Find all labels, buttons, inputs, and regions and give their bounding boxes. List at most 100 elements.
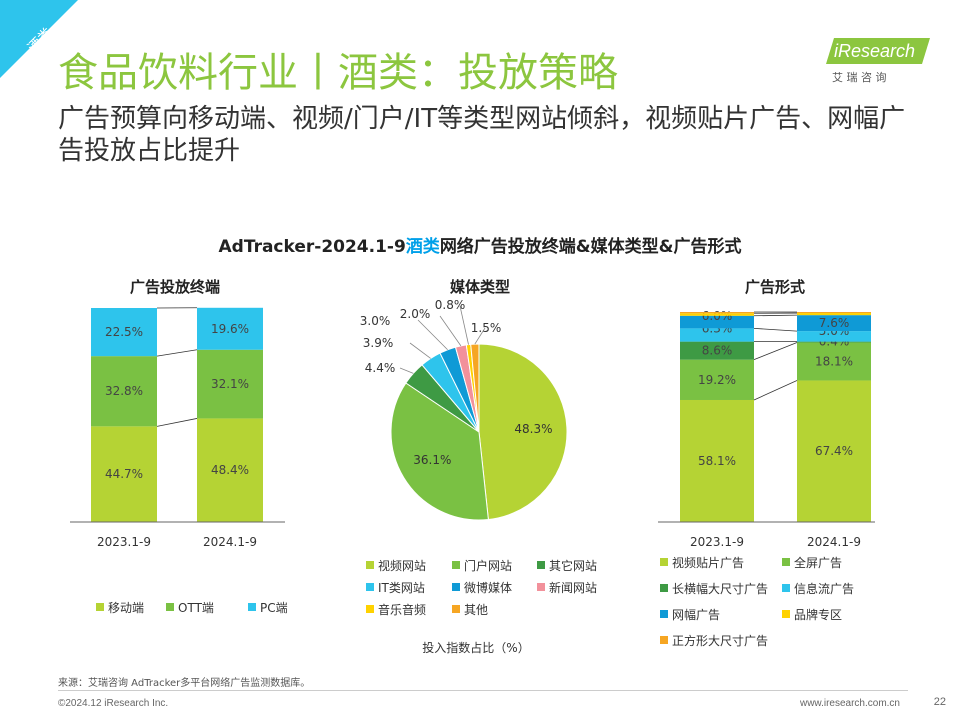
bar-segment-2-1-3 [797, 331, 871, 342]
legend-swatch-media-6 [366, 605, 374, 613]
page-subtitle: 广告预算向移动端、视频/门户/IT等类型网站倾斜，视频贴片广告、网幅广告投放占比… [58, 104, 906, 166]
bar-segment-2-0-5 [680, 313, 754, 316]
copyright: ©2024.12 iResearch Inc. [58, 698, 169, 709]
panel-title-terminal: 广告投放终端 [129, 278, 220, 296]
legend-swatch-format-2 [660, 584, 668, 592]
legend-label-format-0: 视频贴片广告 [672, 555, 744, 570]
connector-line-2-0 [753, 380, 798, 401]
pie-leader-line-6 [459, 305, 469, 345]
bar-segment-0-1-1 [197, 349, 263, 419]
pie-leader-line-2 [399, 367, 414, 374]
x-tick-label-2-1: 2024.1-9 [807, 535, 861, 549]
pie-value-label-7: 1.5% [471, 321, 502, 335]
pie-slice-7 [470, 343, 480, 433]
bar-segment-0-0-2 [91, 308, 157, 357]
legend-label-format-2: 长横幅大尺寸广告 [672, 581, 768, 596]
legend-label-media-3: IT类网站 [378, 581, 425, 595]
panel-title-format: 广告形式 [744, 278, 805, 296]
x-tick-label-0-1: 2024.1-9 [203, 535, 257, 549]
legend-swatch-terminal-1 [166, 603, 174, 611]
legend-label-media-1: 门户网站 [464, 558, 512, 573]
connector-line-2-4 [753, 314, 798, 317]
connector-line-0-0 [156, 418, 198, 427]
legend-swatch-media-0 [366, 561, 374, 569]
pie-axis-caption: 投入指数占比（%） [422, 640, 529, 655]
bar-value-label-0-1-2: 19.6% [211, 322, 249, 336]
bar-value-label-2-0-1: 19.2% [698, 373, 736, 387]
pie-value-label-5: 2.0% [400, 307, 431, 321]
legend-swatch-media-2 [537, 561, 545, 569]
pie-value-label-3: 3.9% [363, 336, 394, 350]
legend-label-media-5: 新闻网站 [549, 580, 597, 595]
legend-label-media-7: 其他 [464, 603, 488, 617]
x-tick-label-2-0: 2023.1-9 [690, 535, 744, 549]
legend-label-media-0: 视频网站 [378, 558, 426, 573]
legend-swatch-media-3 [366, 583, 374, 591]
legend-label-media-2: 其它网站 [549, 558, 597, 573]
chart-title-highlight: 酒类 [405, 237, 440, 257]
logo-subtext: 艾 瑞 咨 询 [832, 70, 887, 84]
connector-line-2-3 [753, 327, 798, 332]
bar-segment-0-0-0 [91, 426, 157, 522]
bar-value-label-0-0-0: 44.7% [105, 467, 143, 481]
legend-label-media-4: 微博媒体 [464, 580, 512, 595]
panel-title-media: 媒体类型 [449, 278, 510, 296]
legend-label-format-6: 正方形大尺寸广告 [672, 633, 768, 648]
legend-label-format-5: 品牌专区 [794, 607, 842, 622]
bar-segment-2-1-1 [797, 342, 871, 381]
bar-segment-2-0-6 [680, 312, 754, 314]
legend-label-format-4: 网幅广告 [672, 607, 720, 622]
chart-title-suffix: 网络广告投放终端&媒体类型&广告形式 [439, 237, 742, 257]
bar-segment-2-0-0 [680, 399, 754, 522]
bar-segment-0-0-1 [91, 356, 157, 427]
iresearch-logo: iResearch 艾 瑞 咨 询 [826, 38, 930, 84]
bar-value-label-2-0-2: 8.6% [702, 344, 733, 358]
legend-swatch-format-6 [660, 636, 668, 644]
bar-value-label-0-1-1: 32.1% [211, 377, 249, 391]
bar-segment-0-1-2 [197, 307, 263, 350]
bar-segment-2-1-6 [797, 312, 871, 314]
page-title: 食品饮料行业丨酒类：投放策略 [58, 50, 618, 96]
legend-swatch-media-1 [452, 561, 460, 569]
bar-segment-2-0-3 [680, 328, 754, 342]
bar-value-label-2-1-1: 18.1% [815, 354, 853, 368]
legend-swatch-media-4 [452, 583, 460, 591]
legend-swatch-format-4 [660, 610, 668, 618]
legend-swatch-format-0 [660, 558, 668, 566]
bar-segment-0-1-0 [197, 418, 263, 522]
legend-swatch-format-3 [782, 584, 790, 592]
legend-label-format-3: 信息流广告 [794, 581, 854, 596]
pie-value-label-4: 3.0% [360, 314, 391, 328]
legend-swatch-format-1 [782, 558, 790, 566]
legend-label-terminal-0: 移动端 [108, 601, 144, 615]
pie-value-label-1: 36.1% [413, 453, 451, 467]
logo-text: iResearch [834, 41, 915, 61]
bar-segment-2-1-5 [797, 313, 871, 316]
bar-value-label-0-0-1: 32.8% [105, 384, 143, 398]
chart-title: AdTracker-2024.1-9酒类网络广告投放终端&媒体类型&广告形式 [0, 232, 960, 257]
pie-leader-line-5 [439, 315, 462, 347]
bar-segment-2-1-0 [797, 380, 871, 522]
bar-value-label-2-1-0: 67.4% [815, 444, 853, 458]
source-note: 来源：艾瑞咨询 AdTracker多平台网络广告监测数据库。 [58, 678, 311, 689]
legend-label-terminal-1: OTT端 [178, 601, 214, 615]
page-number: 22 [933, 696, 946, 708]
pie-value-label-0: 48.3% [514, 422, 552, 436]
legend-swatch-format-5 [782, 610, 790, 618]
bar-segment-2-1-2 [797, 341, 871, 343]
pie-slice-1 [390, 382, 489, 521]
bar-value-label-0-0-2: 22.5% [105, 325, 143, 339]
website: www.iresearch.com.cn [799, 698, 900, 709]
bar-value-label-0-1-0: 48.4% [211, 463, 249, 477]
legend-swatch-media-7 [452, 605, 460, 613]
bar-segment-2-1-4 [797, 315, 871, 332]
chart-title-prefix: AdTracker-2024.1-9 [218, 237, 406, 257]
bar-value-label-2-0-0: 58.1% [698, 454, 736, 468]
legend-label-terminal-2: PC端 [260, 601, 288, 615]
connector-line-2-1 [753, 342, 798, 361]
x-tick-label-0-0: 2023.1-9 [97, 535, 151, 549]
pie-leader-line-4 [417, 319, 448, 351]
connector-line-0-1 [156, 349, 198, 357]
pie-value-label-6: 0.8% [435, 298, 466, 312]
